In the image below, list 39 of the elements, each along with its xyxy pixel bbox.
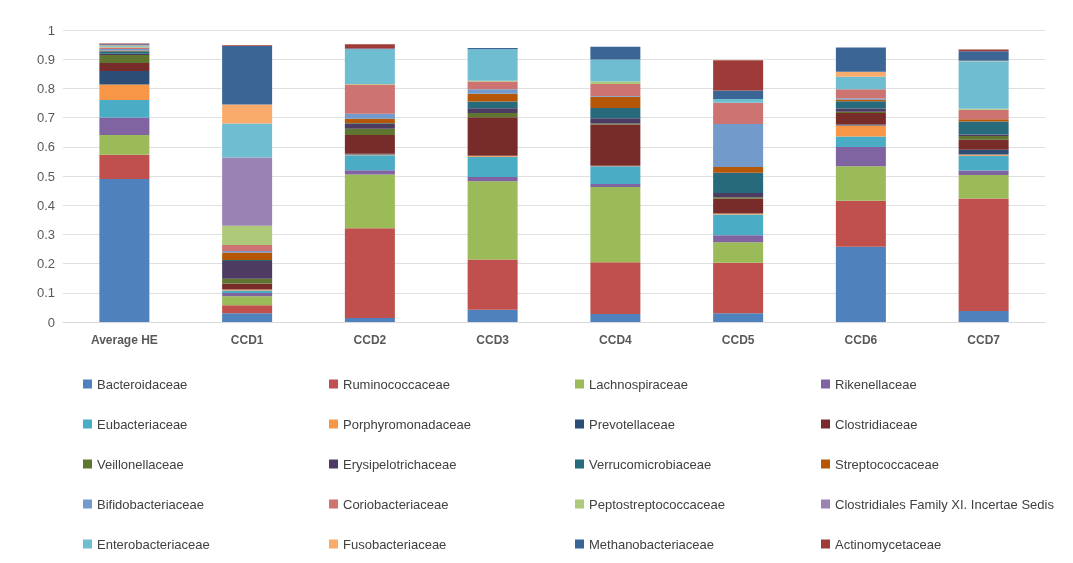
legend-label: Porphyromonadaceae	[343, 416, 471, 432]
y-tick-label: 0.1	[36, 285, 55, 301]
legend-label: Erysipelotrichaceae	[343, 456, 457, 472]
y-tick-label: 0.2	[36, 256, 55, 272]
y-tick-label: 0.5	[36, 168, 55, 184]
legend-label: Coriobacteriaceae	[343, 496, 449, 512]
x-tick-label: CCD7	[967, 333, 1001, 347]
y-tick-label: 0	[47, 314, 55, 330]
legend-label: Verrucomicrobiaceae	[589, 456, 712, 472]
legend-label: Fusobacteriaceae	[343, 536, 447, 552]
legend-label: Streptococcaceae	[835, 456, 940, 472]
x-tick-label: CCD2	[353, 333, 387, 347]
legend-label: Peptostreptococcaceae	[589, 496, 725, 512]
y-tick-label: 0.9	[36, 51, 55, 67]
x-tick-label: Average HE	[90, 333, 158, 347]
legend-label: Clostridiaceae	[835, 416, 918, 432]
legend-label: Eubacteriaceae	[97, 416, 188, 432]
legend-label: Lachnospiraceae	[589, 376, 689, 392]
y-tick-label: 0.8	[36, 80, 55, 96]
legend-label: Actinomycetaceae	[835, 536, 942, 552]
legend-label: Rikenellaceae	[835, 376, 917, 392]
x-tick-label: CCD6	[844, 333, 878, 347]
y-tick-label: 0.7	[36, 110, 55, 126]
legend-label: Prevotellaceae	[589, 416, 675, 432]
legend-label: Enterobacteriaceae	[97, 536, 210, 552]
legend-label: Methanobacteriaceae	[589, 536, 715, 552]
legend-label: Bacteroidaceae	[97, 376, 188, 392]
y-tick-label: 0.3	[36, 226, 55, 242]
legend-label: Clostridiales Family XI. Incertae Sedis	[835, 496, 1055, 512]
y-tick-label: 0.6	[36, 139, 55, 155]
y-tick-label: 0.4	[36, 197, 55, 213]
y-tick-label: 1	[47, 22, 55, 38]
x-tick-label: CCD3	[476, 333, 510, 347]
legend-label: Bifidobacteriaceae	[97, 496, 204, 512]
legend-label: Veillonellaceae	[97, 456, 184, 472]
legend-label: Ruminococcaceae	[343, 376, 450, 392]
x-tick-label: CCD1	[230, 333, 264, 347]
x-tick-label: CCD4	[599, 333, 633, 347]
x-tick-label: CCD5	[721, 333, 755, 347]
